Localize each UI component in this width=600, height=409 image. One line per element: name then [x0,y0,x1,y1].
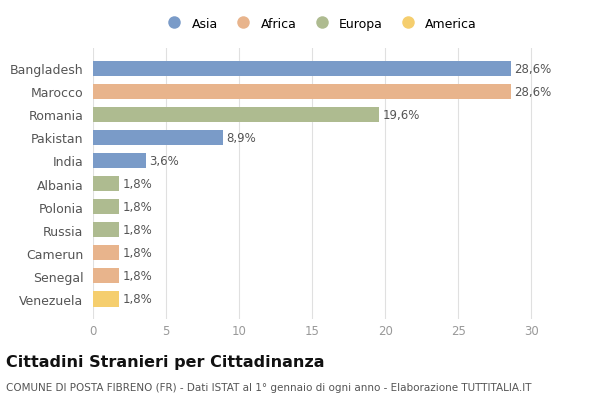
Text: 19,6%: 19,6% [383,108,421,121]
Text: 1,8%: 1,8% [123,200,153,213]
Text: 28,6%: 28,6% [515,62,552,75]
Text: 3,6%: 3,6% [149,155,179,168]
Text: 1,8%: 1,8% [123,270,153,283]
Bar [93,269,119,284]
Text: Cittadini Stranieri per Cittadinanza: Cittadini Stranieri per Cittadinanza [6,354,325,369]
Bar [93,222,119,238]
Text: 1,8%: 1,8% [123,293,153,306]
Bar [93,177,119,191]
Bar [93,153,146,169]
Bar [93,292,119,307]
Text: 1,8%: 1,8% [123,178,153,191]
Text: COMUNE DI POSTA FIBRENO (FR) - Dati ISTAT al 1° gennaio di ogni anno - Elaborazi: COMUNE DI POSTA FIBRENO (FR) - Dati ISTA… [6,382,532,392]
Bar [93,200,119,215]
Text: 1,8%: 1,8% [123,224,153,237]
Text: 8,9%: 8,9% [227,131,256,144]
Text: 1,8%: 1,8% [123,247,153,260]
Legend: Asia, Africa, Europa, America: Asia, Africa, Europa, America [162,18,477,31]
Bar [93,108,379,122]
Bar [93,84,511,99]
Bar [93,130,223,146]
Bar [93,246,119,261]
Text: 28,6%: 28,6% [515,85,552,99]
Bar [93,61,511,76]
